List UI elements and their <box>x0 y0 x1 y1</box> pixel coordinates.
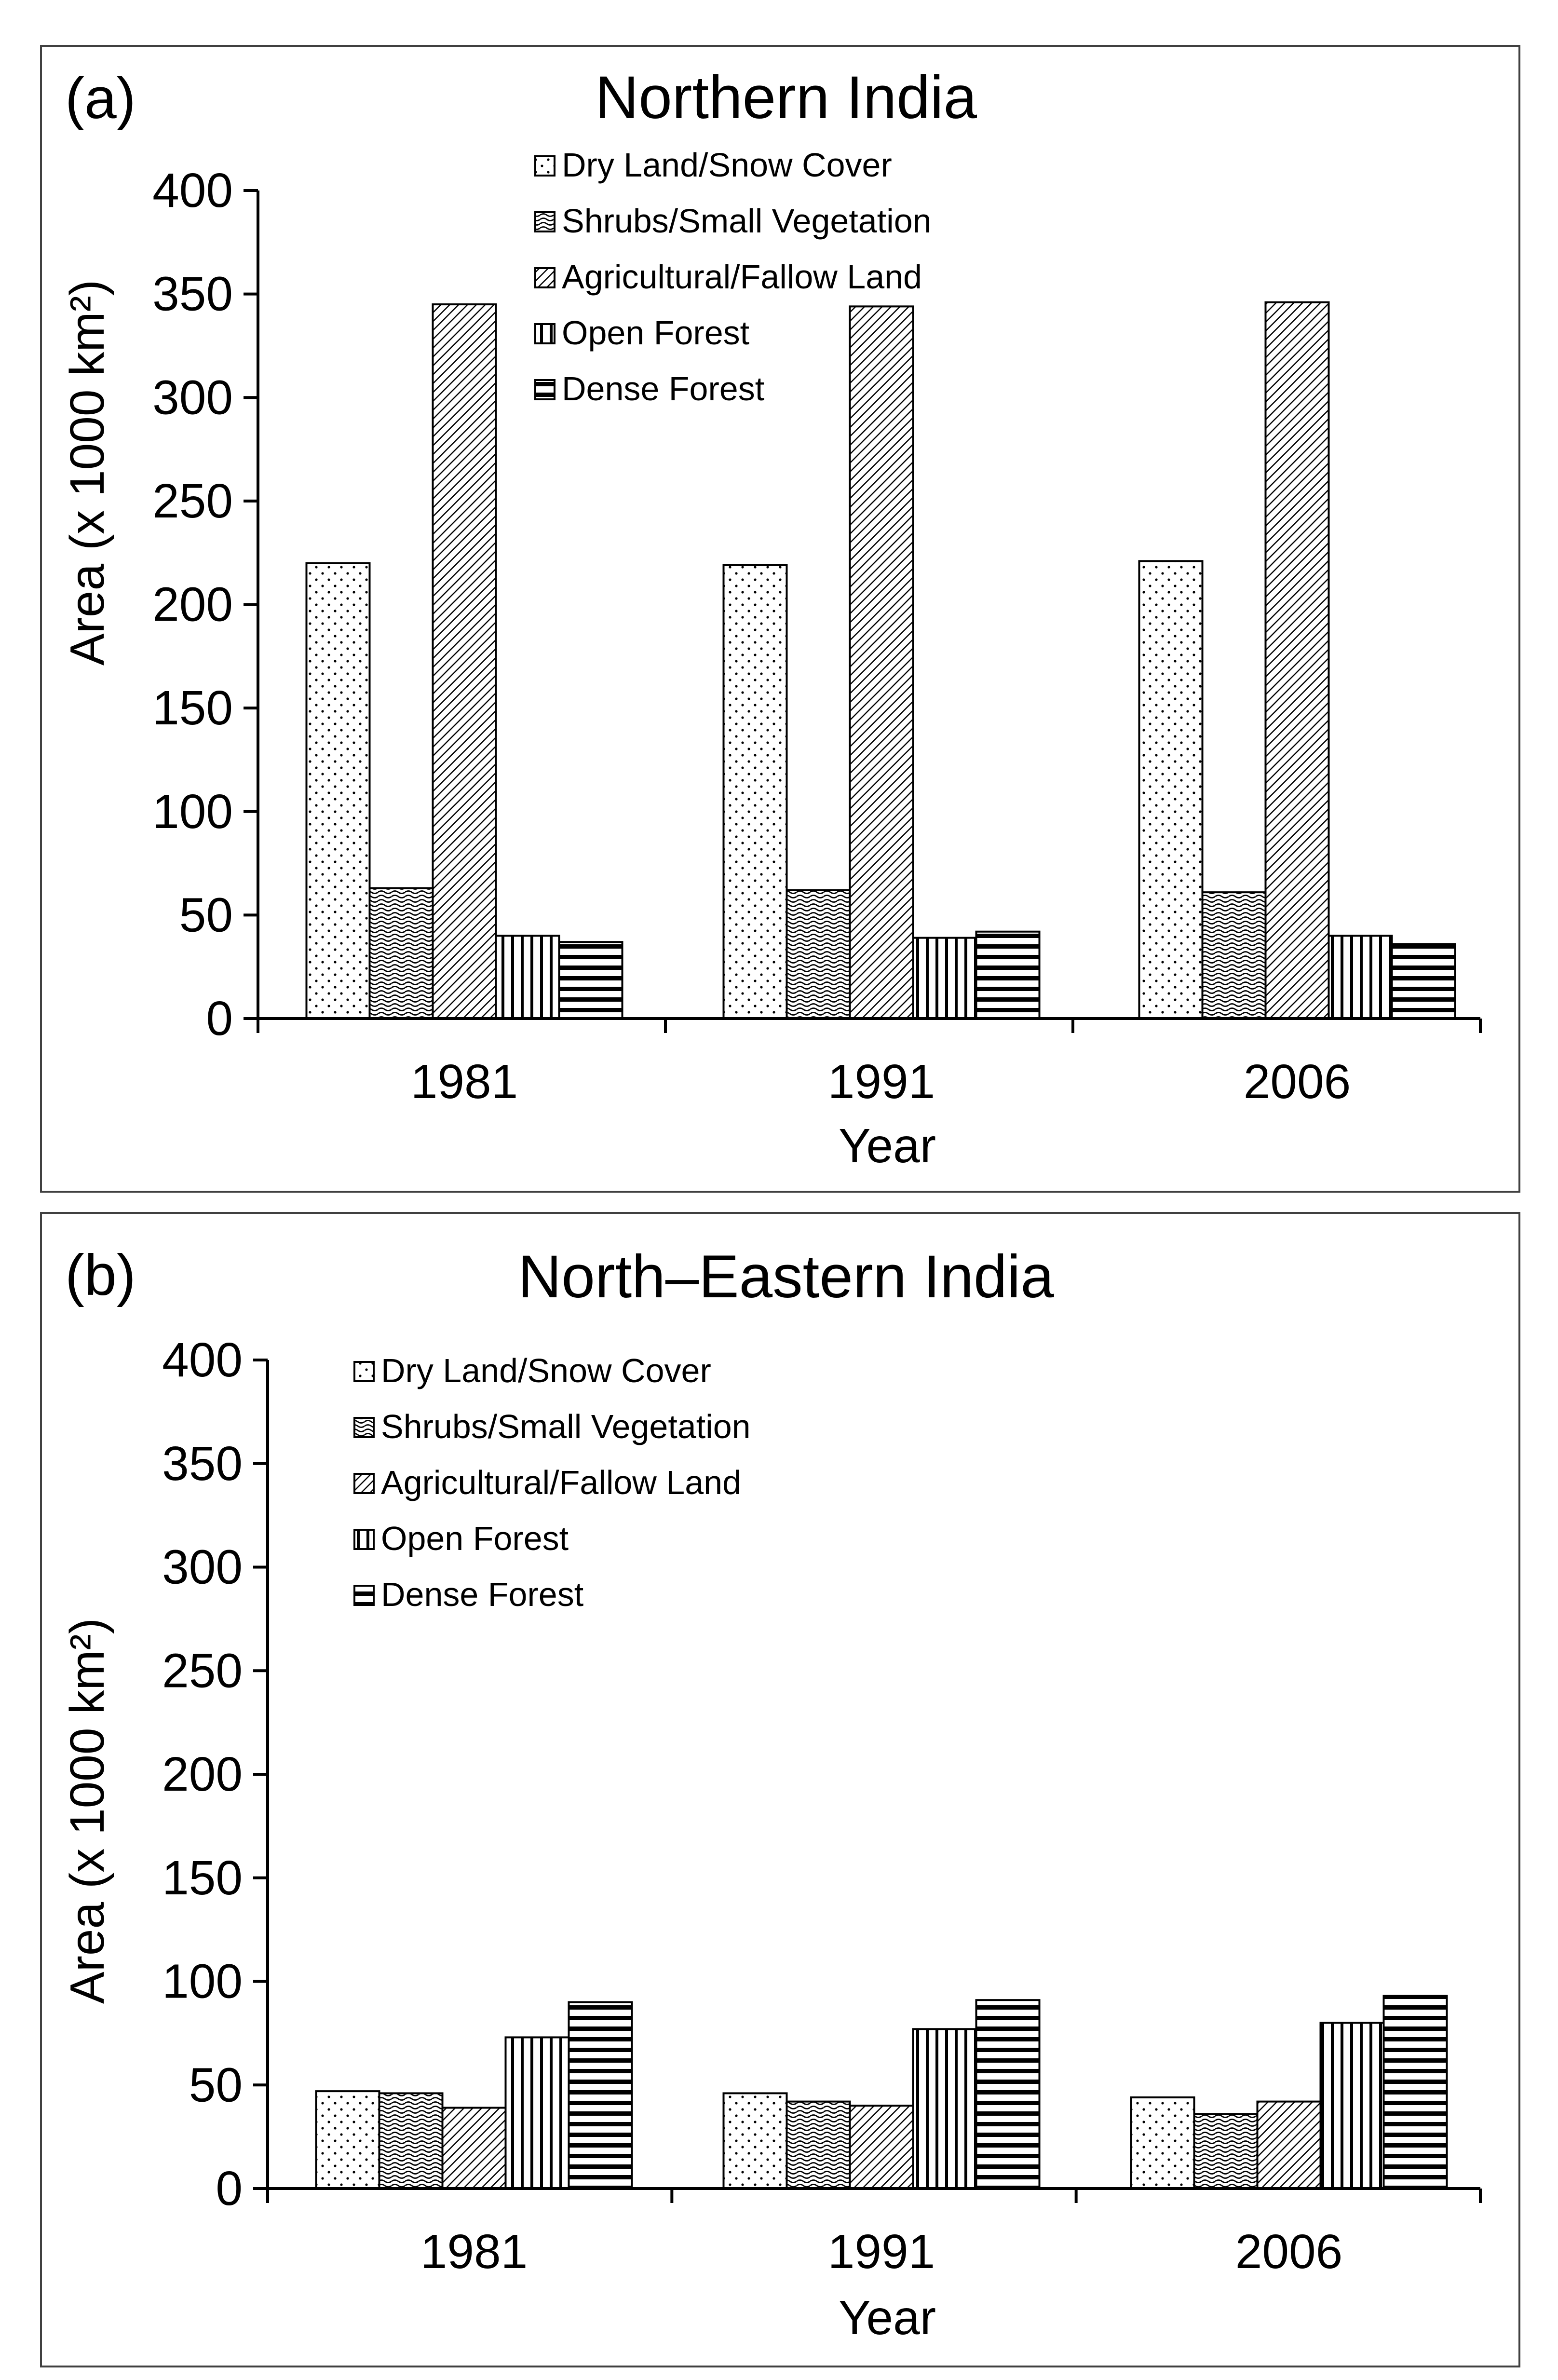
y-axis-ticks: 0 50 100 150 200 250 300 350 400 <box>162 1333 268 2216</box>
bar-horizontal-2006 <box>1391 943 1456 1020</box>
bar-diagonal-1991 <box>849 305 914 1020</box>
legend-label: Dense Forest <box>381 1576 583 1613</box>
y-tick-label: 350 <box>162 1437 243 1491</box>
bar-dots-1981 <box>305 562 371 1020</box>
legend-label: Dense Forest <box>562 370 764 408</box>
panel-northern-india: (a) Northern India Area (x 1000 km²) Yea… <box>40 45 1520 1193</box>
bar-vertical-1981 <box>495 935 560 1020</box>
y-tick-label: 0 <box>206 992 233 1046</box>
bar-diagonal-1981 <box>432 303 497 1020</box>
x-axis-label: Year <box>839 2291 936 2345</box>
bar-horizontal-1991 <box>975 930 1041 1020</box>
y-tick-label: 300 <box>152 370 233 424</box>
legend-swatch <box>534 267 555 288</box>
y-tick-label: 300 <box>162 1540 243 1594</box>
x-tick-label: 1991 <box>828 2225 935 2279</box>
y-tick-label: 50 <box>179 888 233 942</box>
x-tick-label: 2006 <box>1235 2225 1342 2279</box>
y-axis-label: Area (x 1000 km²) <box>60 1618 114 2004</box>
bar-waves-2006 <box>1201 891 1267 1020</box>
bar-dots-1991 <box>722 2092 788 2190</box>
bar-waves-2006 <box>1193 2113 1259 2190</box>
chart-title: North–Eastern India <box>518 1243 1054 1310</box>
bar-horizontal-1981 <box>568 2001 633 2190</box>
bar-diagonal-1991 <box>849 2105 914 2190</box>
x-tick-label: 1981 <box>420 2225 528 2279</box>
axes <box>266 1360 1480 2190</box>
bar-vertical-1981 <box>504 2036 570 2190</box>
bar-horizontal-1991 <box>975 1999 1041 2190</box>
legend-swatch <box>353 1417 375 1438</box>
y-axis-ticks: 0 50 100 150 200 250 300 350 400 <box>152 163 258 1046</box>
y-tick-label: 400 <box>152 163 233 218</box>
panel-label: (a) <box>65 66 136 131</box>
legend-swatch <box>353 1585 375 1606</box>
bar-diagonal-1981 <box>441 2107 507 2190</box>
legend-swatch <box>353 1361 375 1382</box>
legend-label: Shrubs/Small Vegetation <box>562 202 932 240</box>
y-tick-label: 50 <box>189 2058 243 2112</box>
bar-horizontal-2006 <box>1382 1995 1448 2190</box>
panel-north-eastern-india: (b) North–Eastern India Area (x 1000 km²… <box>40 1212 1520 2367</box>
bar-dots-2006 <box>1130 2096 1195 2190</box>
bar-dots-1991 <box>722 564 788 1020</box>
axes <box>257 190 1480 1020</box>
x-axis-ticks: 1981 1991 2006 <box>257 1019 1482 1109</box>
bar-horizontal-1981 <box>558 941 623 1020</box>
bars <box>315 1995 1448 2190</box>
legend-swatch <box>353 1529 375 1550</box>
legend-label: Open Forest <box>562 314 749 352</box>
bar-vertical-2006 <box>1328 935 1393 1020</box>
y-tick-label: 250 <box>162 1644 243 1698</box>
legend: Dry Land/Snow Cover Shrubs/Small Vegetati… <box>534 146 932 408</box>
legend-label: Open Forest <box>381 1520 569 1557</box>
y-tick-label: 200 <box>152 578 233 632</box>
legend: Dry Land/Snow Cover Shrubs/Small Vegetati… <box>353 1352 751 1613</box>
bar-dots-2006 <box>1138 560 1204 1020</box>
bar-diagonal-2006 <box>1264 301 1330 1020</box>
legend-swatch <box>534 323 555 344</box>
chart-title: Northern India <box>595 64 977 131</box>
x-tick-label: 1981 <box>411 1055 518 1109</box>
bar-waves-1991 <box>786 2100 851 2190</box>
y-axis-label: Area (x 1000 km²) <box>60 280 114 666</box>
bar-waves-1991 <box>786 889 851 1020</box>
legend-swatch <box>534 211 555 232</box>
legend-swatch <box>534 379 555 400</box>
bar-vertical-2006 <box>1319 2022 1385 2190</box>
panel-frame <box>40 1212 1520 2367</box>
x-axis-label: Year <box>839 1119 936 1173</box>
bars <box>305 301 1456 1020</box>
y-tick-label: 0 <box>216 2162 243 2216</box>
y-tick-label: 150 <box>152 681 233 735</box>
y-tick-label: 400 <box>162 1333 243 1387</box>
x-tick-label: 2006 <box>1244 1055 1351 1109</box>
x-tick-label: 1991 <box>828 1055 935 1109</box>
legend-label: Dry Land/Snow Cover <box>381 1352 711 1389</box>
bar-vertical-1991 <box>912 937 977 1020</box>
bar-vertical-1991 <box>912 2028 977 2190</box>
bar-dots-1981 <box>315 2090 380 2190</box>
y-tick-label: 200 <box>162 1747 243 1801</box>
bar-waves-1981 <box>378 2092 444 2190</box>
legend-swatch <box>534 155 555 177</box>
legend-label: Agricultural/Fallow Land <box>562 258 922 296</box>
legend-label: Dry Land/Snow Cover <box>562 146 892 184</box>
bar-diagonal-2006 <box>1256 2100 1322 2190</box>
bar-waves-1981 <box>368 887 434 1020</box>
y-tick-label: 350 <box>152 267 233 321</box>
y-tick-label: 100 <box>162 1955 243 2009</box>
legend-swatch <box>353 1473 375 1494</box>
y-tick-label: 150 <box>162 1851 243 1905</box>
panel-label: (b) <box>65 1243 136 1307</box>
x-axis-ticks: 1981 1991 2006 <box>266 2189 1482 2279</box>
legend-label: Shrubs/Small Vegetation <box>381 1408 751 1445</box>
y-tick-label: 250 <box>152 474 233 528</box>
legend-label: Agricultural/Fallow Land <box>381 1464 741 1501</box>
y-tick-label: 100 <box>152 785 233 839</box>
